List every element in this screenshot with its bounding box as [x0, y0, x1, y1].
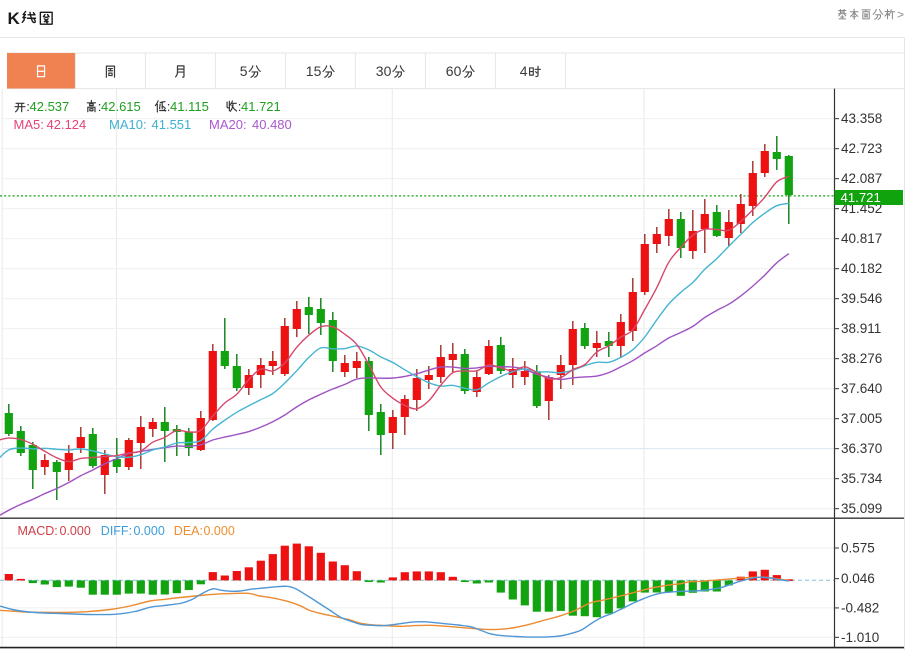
svg-text:MA5:: MA5: [14, 117, 44, 132]
svg-text:37.005: 37.005 [841, 411, 882, 426]
svg-text:30: 30 [376, 63, 392, 79]
svg-text::: : [238, 99, 242, 114]
svg-text:0.000: 0.000 [134, 524, 165, 538]
svg-text:41.721: 41.721 [241, 99, 281, 114]
svg-text:40.817: 40.817 [841, 231, 882, 246]
svg-text:-1.010: -1.010 [841, 630, 879, 645]
svg-text:-0.482: -0.482 [841, 600, 879, 615]
svg-text:0.575: 0.575 [841, 541, 875, 556]
svg-text:35.734: 35.734 [841, 471, 883, 486]
svg-text:0.046: 0.046 [841, 571, 875, 586]
svg-text:42.124: 42.124 [47, 117, 87, 132]
svg-text:42.537: 42.537 [30, 99, 70, 114]
svg-text:5: 5 [240, 63, 248, 79]
svg-text:15: 15 [306, 63, 322, 79]
svg-text:MA10:: MA10: [109, 117, 147, 132]
svg-text:43.358: 43.358 [841, 111, 882, 126]
svg-text:38.911: 38.911 [841, 321, 881, 336]
svg-text:4: 4 [520, 63, 528, 79]
svg-text:0.000: 0.000 [60, 524, 91, 538]
svg-text:39.546: 39.546 [841, 291, 882, 306]
svg-text:42.723: 42.723 [841, 141, 882, 156]
svg-text:0.000: 0.000 [204, 524, 235, 538]
svg-text::: : [98, 99, 102, 114]
svg-text:MACD:: MACD: [18, 524, 58, 538]
svg-text:42.087: 42.087 [841, 171, 882, 186]
svg-text:K: K [8, 9, 21, 28]
svg-text:DEA:: DEA: [174, 524, 203, 538]
svg-text:60: 60 [446, 63, 462, 79]
svg-text:>: > [897, 8, 904, 22]
svg-text:40.182: 40.182 [841, 261, 882, 276]
svg-text::: : [167, 99, 171, 114]
svg-text:41.115: 41.115 [170, 99, 209, 114]
svg-text:41.551: 41.551 [152, 117, 192, 132]
svg-text:42.615: 42.615 [101, 99, 141, 114]
svg-text::: : [26, 99, 30, 114]
svg-text:MA20:: MA20: [209, 117, 247, 132]
svg-text:35.099: 35.099 [841, 501, 882, 516]
svg-text:37.640: 37.640 [841, 381, 882, 396]
svg-text:38.276: 38.276 [841, 351, 882, 366]
svg-text:DIFF:: DIFF: [101, 524, 132, 538]
svg-text:40.480: 40.480 [252, 117, 292, 132]
svg-text:41.721: 41.721 [841, 190, 881, 205]
svg-text:36.370: 36.370 [841, 441, 882, 456]
